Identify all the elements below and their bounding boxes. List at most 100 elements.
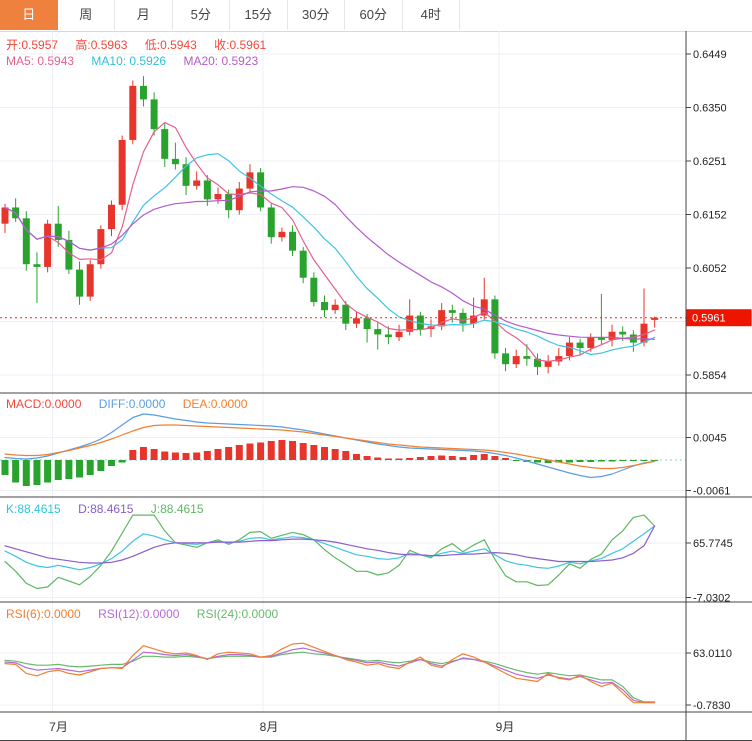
svg-text:0.5961: 0.5961	[692, 313, 726, 325]
candle	[619, 331, 627, 335]
candle-wicks	[4, 76, 656, 375]
candle	[65, 239, 73, 270]
tab-15分[interactable]: 15分	[230, 0, 288, 30]
svg-text:-0.0061: -0.0061	[693, 486, 730, 498]
candle	[416, 315, 424, 330]
rsi24-line	[4, 651, 656, 703]
candle	[321, 302, 328, 311]
candle	[597, 337, 605, 340]
svg-text:0.0045: 0.0045	[693, 433, 727, 445]
candle	[182, 164, 190, 186]
candle	[97, 229, 105, 265]
svg-text:0.6152: 0.6152	[693, 210, 727, 222]
candle	[289, 231, 297, 251]
candle	[214, 193, 222, 200]
x-axis-labels: 7月 8月 9月	[49, 720, 514, 734]
candle	[459, 312, 467, 324]
candle	[470, 315, 478, 324]
grid	[0, 31, 686, 712]
candle	[491, 299, 499, 354]
tab-5分[interactable]: 5分	[172, 0, 230, 30]
tab-月[interactable]: 月	[115, 0, 173, 30]
candle-bodies	[1, 85, 659, 367]
k-line	[4, 525, 656, 571]
d-line	[4, 525, 656, 564]
dea-line	[4, 424, 656, 470]
candle	[555, 356, 563, 362]
candle	[352, 318, 360, 324]
svg-text:7月: 7月	[49, 720, 68, 734]
svg-text:8月: 8月	[260, 720, 279, 734]
interval-tabs: 日周月 5分 15分 30分 60分 4时	[0, 0, 752, 32]
svg-text:9月: 9月	[496, 720, 515, 734]
candle	[384, 334, 392, 338]
candle	[1, 207, 9, 224]
candle	[139, 85, 147, 100]
svg-text:0.6449: 0.6449	[693, 49, 727, 61]
svg-text:0.6350: 0.6350	[693, 103, 727, 115]
candle	[129, 85, 137, 140]
candle	[278, 231, 286, 238]
candle	[438, 310, 446, 327]
candle	[257, 172, 265, 208]
candle	[193, 180, 201, 186]
candle	[651, 317, 659, 320]
svg-text:65.7745: 65.7745	[693, 538, 733, 550]
candle	[374, 329, 382, 335]
candle	[267, 207, 275, 238]
candle	[480, 299, 488, 316]
candle	[44, 223, 52, 267]
candle	[299, 250, 307, 278]
candle	[171, 158, 179, 165]
tab-60分[interactable]: 60分	[345, 0, 403, 30]
svg-text:0.6251: 0.6251	[693, 156, 727, 168]
candle	[608, 331, 616, 340]
candle	[544, 361, 552, 367]
candle	[342, 304, 350, 324]
candle	[406, 315, 414, 332]
ma5-line	[4, 121, 656, 363]
panel-frame	[0, 31, 752, 741]
candle	[534, 358, 541, 367]
candle	[86, 264, 94, 297]
tab-30分[interactable]: 30分	[287, 0, 345, 30]
macd-histogram	[1, 440, 659, 486]
candle	[448, 310, 456, 313]
chart-canvas[interactable]: 0.64490.63500.62510.61520.60520.59530.58…	[0, 31, 752, 741]
candle	[246, 172, 254, 189]
rsi6-line	[4, 642, 656, 704]
candle	[76, 269, 84, 297]
last-price-tag: 0.5961	[686, 309, 752, 327]
candle	[331, 304, 339, 311]
tab-周[interactable]: 周	[57, 0, 115, 30]
diff-line	[4, 413, 656, 479]
svg-text:-0.7830: -0.7830	[693, 700, 730, 712]
svg-text:0.5854: 0.5854	[693, 370, 727, 382]
candle	[22, 218, 30, 265]
candle	[502, 353, 510, 365]
candle	[150, 99, 158, 130]
candle	[33, 264, 41, 267]
ma10-line	[4, 153, 656, 356]
tab-4时[interactable]: 4时	[402, 0, 460, 30]
candle	[54, 223, 62, 240]
candle	[203, 180, 211, 200]
ma20-line	[4, 186, 656, 340]
candle	[118, 139, 126, 205]
candle	[640, 323, 648, 343]
svg-text:0.6052: 0.6052	[693, 263, 727, 275]
candle	[310, 277, 318, 303]
candle	[565, 342, 573, 357]
candle	[523, 356, 531, 359]
tab-日[interactable]: 日	[0, 0, 58, 30]
candle	[161, 129, 169, 159]
j-line	[4, 514, 656, 590]
candle	[363, 318, 371, 330]
axis-labels: 0.64490.63500.62510.61520.60520.59530.58…	[686, 49, 733, 712]
candle	[512, 356, 520, 365]
candle	[225, 193, 233, 211]
svg-text:63.0110: 63.0110	[693, 648, 732, 660]
candle	[235, 188, 243, 211]
candle	[108, 204, 115, 230]
